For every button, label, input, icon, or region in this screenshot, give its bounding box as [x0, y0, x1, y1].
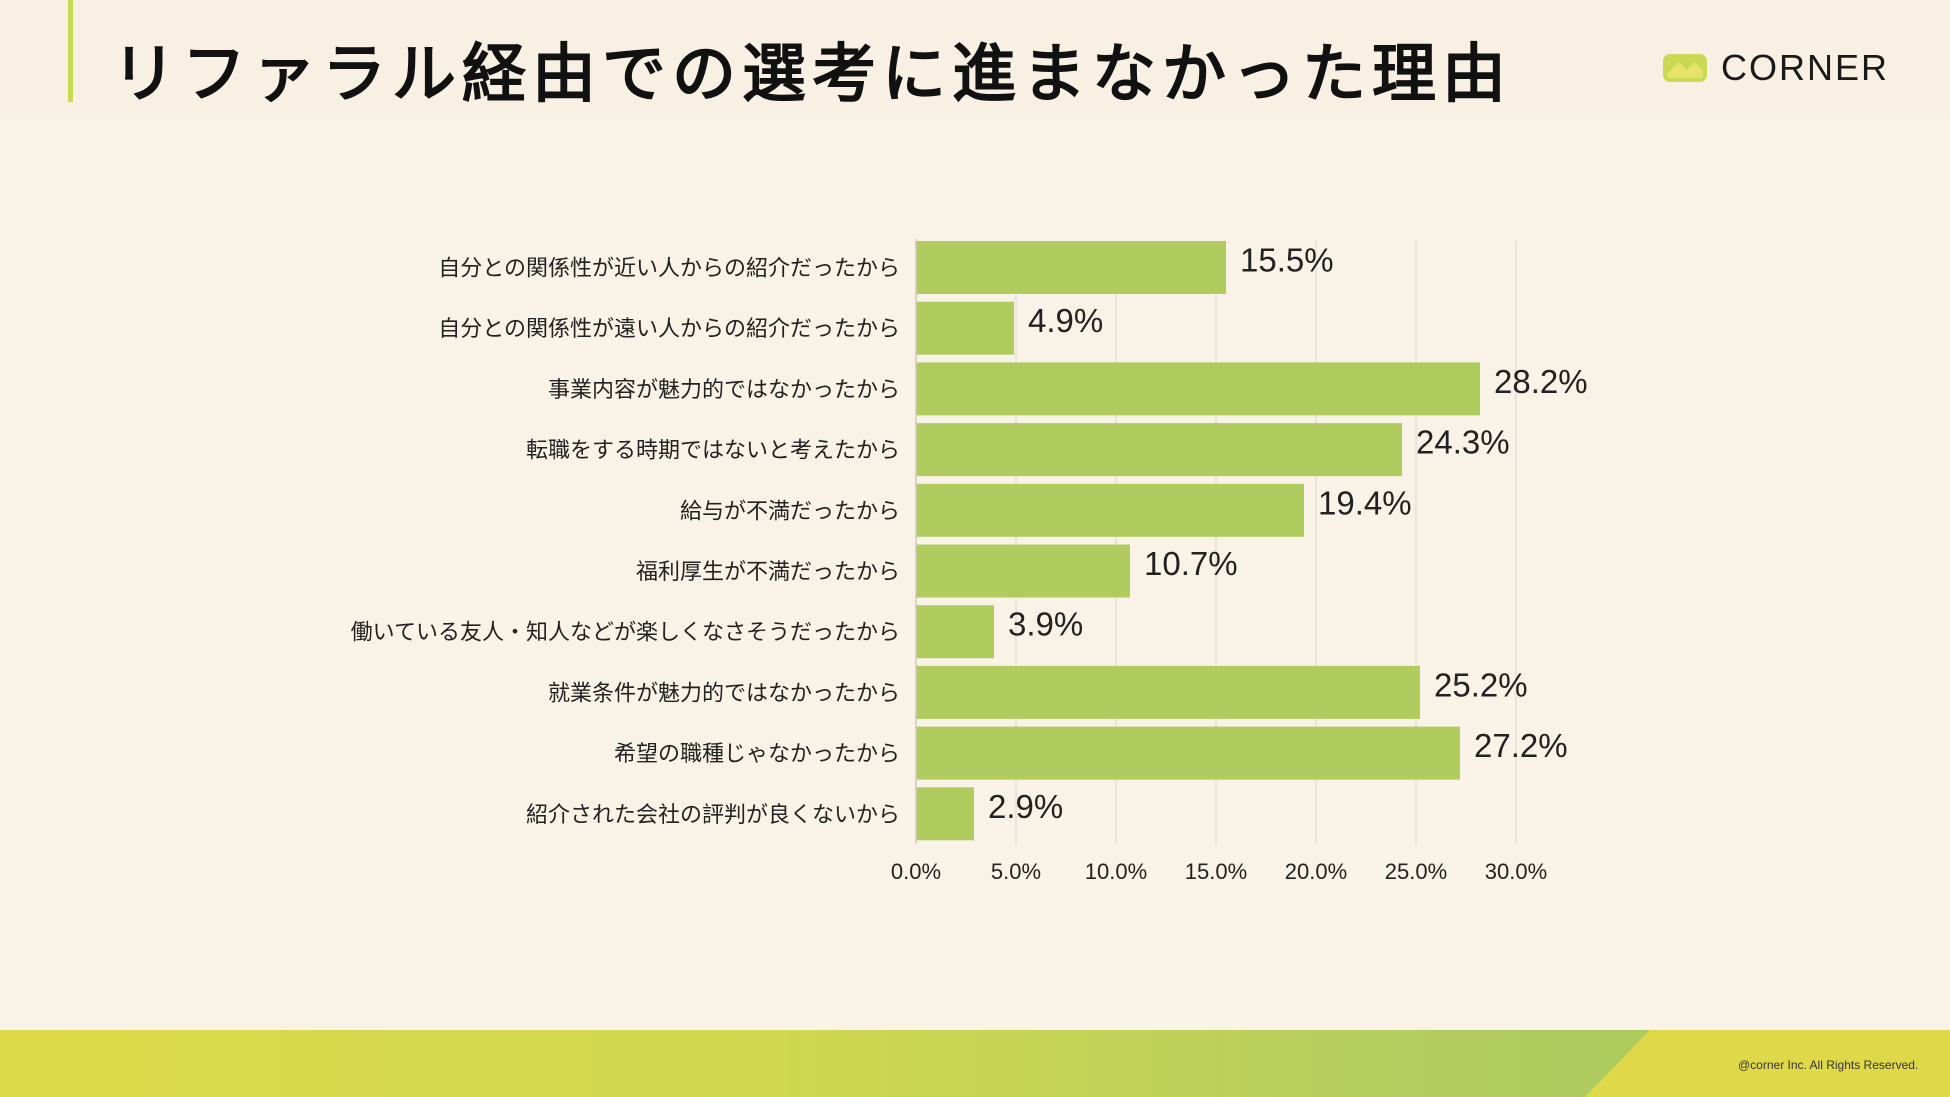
data-label: 28.2% — [1494, 363, 1588, 400]
data-label: 19.4% — [1318, 484, 1412, 521]
bar — [916, 605, 994, 659]
data-label: 10.7% — [1144, 545, 1238, 582]
category-label: 自分との関係性が遠い人からの紹介だったから — [438, 317, 900, 342]
data-label: 24.3% — [1416, 424, 1510, 461]
bar — [916, 301, 1014, 355]
x-tick-label: 15.0% — [1185, 859, 1247, 884]
bar — [916, 787, 974, 841]
title-accent-bar — [68, 0, 73, 102]
category-label: 自分との関係性が近い人からの紹介だったから — [438, 257, 900, 282]
bar — [916, 423, 1402, 477]
category-label: 事業内容が魅力的ではなかったから — [548, 378, 900, 403]
footer-wedge — [1585, 1030, 1950, 1097]
bar-chart: 0.0% 5.0% 10.0% 15.0% 20.0% 25.0% 30.0% 自分との関係性… — [351, 239, 1588, 884]
data-label: 3.9% — [1008, 606, 1083, 643]
x-tick-label: 0.0% — [891, 859, 941, 884]
bar — [916, 544, 1130, 598]
bar — [916, 241, 1226, 294]
bar — [916, 665, 1420, 719]
corner-logo-icon — [1663, 54, 1707, 82]
x-tick-label: 25.0% — [1385, 859, 1447, 884]
data-label: 15.5% — [1240, 242, 1334, 279]
category-label: 紹介された会社の評判が良くないから — [526, 803, 900, 828]
bar — [916, 362, 1480, 416]
category-label: 福利厚生が不満だったから — [636, 560, 900, 585]
data-label: 25.2% — [1434, 666, 1528, 703]
data-label: 4.9% — [1028, 302, 1103, 339]
x-tick-label: 5.0% — [991, 859, 1041, 884]
data-label: 27.2% — [1474, 727, 1568, 764]
bar — [916, 483, 1304, 537]
x-tick-label: 30.0% — [1485, 859, 1547, 884]
corner-logo-text: CORNER — [1721, 47, 1890, 88]
corner-logo: CORNER — [1663, 46, 1889, 90]
data-label: 2.9% — [988, 788, 1063, 825]
copyright-text: @corner Inc. All Rights Reserved. — [1738, 1058, 1919, 1072]
x-tick-label: 10.0% — [1085, 859, 1147, 884]
category-label: 就業条件が魅力的ではなかったから — [548, 681, 900, 706]
category-label: 希望の職種じゃなかったから — [614, 742, 900, 767]
page-title: リファラル経由での選考に進まなかった理由 — [112, 38, 1512, 112]
title-band — [0, 0, 1950, 118]
x-tick-label: 20.0% — [1285, 859, 1347, 884]
bar — [916, 726, 1460, 780]
category-label: 転職をする時期ではないと考えたから — [526, 439, 900, 464]
category-label: 働いている友人・知人などが楽しくなさそうだったから — [351, 621, 900, 646]
category-label: 給与が不満だったから — [680, 499, 900, 524]
